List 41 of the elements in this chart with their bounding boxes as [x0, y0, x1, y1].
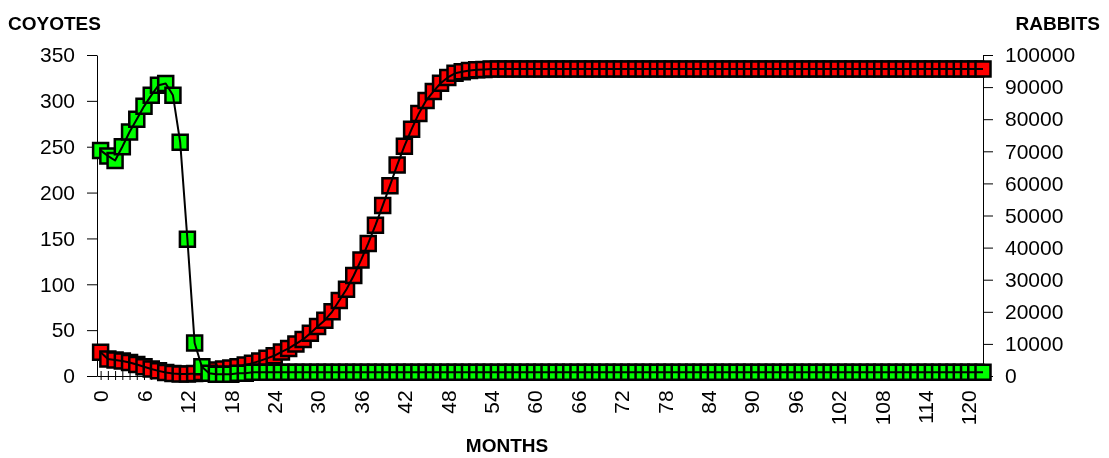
- y-tick-label: 50: [51, 318, 75, 342]
- y2-tick-label: 10000: [1005, 332, 1064, 356]
- y2-tick-label: 70000: [1005, 139, 1064, 163]
- x-tick-label: 90: [740, 390, 764, 414]
- x-tick-label: 60: [523, 390, 547, 414]
- y2-tick-label: 30000: [1005, 267, 1064, 291]
- x-tick-label: 78: [653, 390, 677, 414]
- y2-tick-label: 80000: [1005, 107, 1064, 131]
- x-tick-label: 120: [957, 390, 981, 426]
- x-tick-label: 114: [913, 389, 937, 424]
- y-tick-label: 100: [39, 272, 75, 296]
- x-tick-label: 72: [610, 390, 634, 414]
- y2-tick-label: 50000: [1005, 203, 1064, 227]
- y2-tick-label: 40000: [1005, 235, 1064, 259]
- x-tick-label: 84: [697, 389, 721, 414]
- y2-axis-title: RABBITS: [1015, 13, 1100, 34]
- x-tick-label: 48: [436, 390, 460, 414]
- x-tick-label: 42: [393, 390, 417, 414]
- y-tick-label: 250: [39, 134, 75, 158]
- x-tick-label: 30: [306, 390, 330, 414]
- x-tick-label: 6: [132, 390, 156, 402]
- y2-tick-label: 100000: [1005, 43, 1076, 67]
- x-tick-label: 66: [566, 390, 590, 414]
- x-tick-label: 24: [263, 389, 287, 414]
- y2-tick-label: 60000: [1005, 171, 1064, 195]
- x-tick-label: 12: [176, 390, 200, 414]
- y-tick-label: 300: [39, 89, 75, 113]
- x-tick-label: 96: [783, 390, 807, 414]
- y2-tick-label: 90000: [1005, 75, 1064, 99]
- y-tick-label: 200: [39, 180, 75, 204]
- y2-tick-label: 20000: [1005, 300, 1064, 324]
- x-tick-label: 18: [219, 390, 243, 414]
- x-axis-title: MONTHS: [465, 435, 549, 456]
- y-tick-label: 350: [39, 43, 75, 67]
- y-axis-title: COYOTES: [8, 13, 101, 34]
- x-tick-label: 108: [870, 390, 894, 426]
- y-tick-label: 150: [39, 226, 75, 250]
- x-tick-label: 102: [827, 390, 851, 426]
- x-tick-label: 36: [349, 390, 373, 414]
- x-tick-label: 0: [89, 390, 113, 402]
- x-tick-label: 54: [480, 389, 504, 414]
